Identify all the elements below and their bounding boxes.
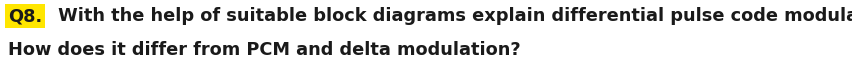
Text: With the help of suitable block diagrams explain differential pulse code modulat: With the help of suitable block diagrams…: [52, 7, 852, 25]
Text: Q8.: Q8.: [8, 7, 42, 25]
Text: How does it differ from PCM and delta modulation?: How does it differ from PCM and delta mo…: [8, 41, 521, 59]
